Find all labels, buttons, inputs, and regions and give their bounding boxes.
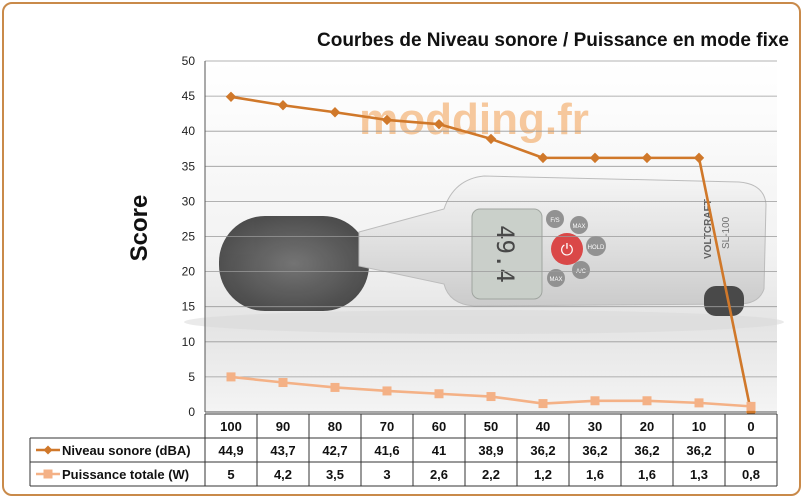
- data-point: [589, 152, 601, 164]
- y-tick-label: 0: [188, 405, 195, 419]
- chart-title: Courbes de Niveau sonore / Puissance en …: [317, 30, 789, 51]
- power-icon: ⏻: [561, 242, 574, 259]
- meter-model: SL-100: [721, 216, 732, 249]
- y-tick-label: 35: [182, 159, 196, 173]
- y-tick-label: 25: [182, 230, 196, 244]
- data-label: 41: [432, 443, 446, 458]
- data-point: [485, 133, 497, 145]
- data-label: 2,2: [482, 467, 500, 482]
- background-photo: 49.4 ⏻ F/S MAX HOLD A/C MAX VOLTCRAFT SL…: [184, 175, 784, 334]
- data-label: 41,6: [374, 443, 399, 458]
- data-label: 43,7: [270, 443, 295, 458]
- y-tick-label: 45: [182, 89, 196, 103]
- x-tick-label: 90: [276, 419, 290, 434]
- x-tick-label: 100: [220, 419, 242, 434]
- data-label: 0: [747, 443, 754, 458]
- chart: 49.4 ⏻ F/S MAX HOLD A/C MAX VOLTCRAFT SL…: [29, 30, 789, 487]
- x-tick-label: 60: [432, 419, 446, 434]
- data-point: [486, 392, 496, 402]
- data-point: [693, 152, 705, 164]
- data-label: 36,2: [582, 443, 607, 458]
- x-tick-label: 30: [588, 419, 602, 434]
- data-point: [433, 118, 445, 130]
- x-tick-label: 40: [536, 419, 550, 434]
- meter-button-hold: [586, 236, 606, 256]
- meter-brand: VOLTCRAFT: [703, 199, 714, 259]
- meter-button-fs-label: F/S: [550, 218, 559, 224]
- meter-button-max: [570, 216, 588, 234]
- data-label: 36,2: [634, 443, 659, 458]
- meter-button-ml-label: MAX: [549, 277, 562, 283]
- x-tick-label: 0: [747, 419, 754, 434]
- data-point: [277, 100, 289, 111]
- data-label: 3,5: [326, 467, 344, 482]
- data-point: [641, 152, 653, 164]
- meter-button-hold-label: HOLD: [588, 245, 605, 251]
- data-label: 1,3: [690, 467, 708, 482]
- data-point: [381, 114, 393, 126]
- legend-marker: [43, 469, 53, 479]
- data-point: [694, 398, 704, 408]
- y-tick-label: 40: [182, 124, 196, 138]
- data-point: [330, 382, 340, 392]
- x-tick-label: 80: [328, 419, 342, 434]
- data-label: 36,2: [686, 443, 711, 458]
- x-tick-label: 70: [380, 419, 394, 434]
- meter-button-ac: [572, 261, 590, 279]
- data-label: 5: [227, 467, 234, 482]
- legend-marker: [43, 445, 53, 455]
- meter-button-fs: [546, 210, 564, 228]
- y-tick-label: 15: [182, 300, 196, 314]
- x-tick-label: 20: [640, 419, 654, 434]
- data-label: 1,6: [586, 467, 604, 482]
- data-point: [434, 389, 444, 399]
- data-label: 44,9: [218, 443, 243, 458]
- data-point: [329, 107, 341, 118]
- y-tick-label: 30: [182, 194, 196, 208]
- data-point: [590, 396, 600, 406]
- data-label: 38,9: [478, 443, 503, 458]
- y-tick-label: 10: [182, 335, 196, 349]
- meter-display-text: 49.4: [491, 225, 519, 283]
- data-point: [225, 91, 237, 103]
- data-label: 42,7: [322, 443, 347, 458]
- table-header-bg: [205, 414, 777, 438]
- data-point: [642, 396, 652, 406]
- data-label: 3: [383, 467, 390, 482]
- legend-label: Puissance totale (W): [62, 467, 189, 482]
- watermark: modding.fr: [359, 95, 589, 144]
- data-point: [746, 401, 756, 411]
- data-point: [278, 378, 288, 388]
- y-tick-label: 50: [182, 54, 196, 68]
- x-tick-label: 50: [484, 419, 498, 434]
- data-point: [382, 386, 392, 396]
- data-label: 36,2: [530, 443, 555, 458]
- meter-button-max-label: MAX: [572, 224, 585, 230]
- x-tick-label: 10: [692, 419, 706, 434]
- power-button: [551, 233, 583, 265]
- meter-display: [471, 208, 543, 300]
- y-tick-label: 20: [182, 265, 196, 279]
- data-point: [537, 152, 549, 164]
- y-axis-label: Score: [126, 195, 153, 262]
- meter-button-ml: [547, 269, 565, 287]
- data-label: 4,2: [274, 467, 292, 482]
- legend-label: Niveau sonore (dBA): [62, 443, 191, 458]
- data-label: 1,2: [534, 467, 552, 482]
- data-label: 1,6: [638, 467, 656, 482]
- y-tick-label: 5: [188, 370, 195, 384]
- data-label: 2,6: [430, 467, 448, 482]
- meter-base: [704, 286, 744, 316]
- data-label: 0,8: [742, 467, 760, 482]
- data-point: [538, 399, 548, 409]
- microphone-foam: [219, 216, 369, 311]
- data-point: [226, 372, 236, 382]
